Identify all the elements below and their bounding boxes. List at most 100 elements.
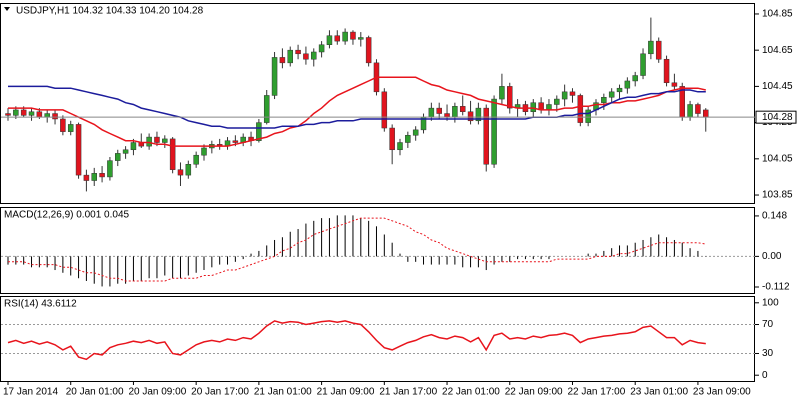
candle-body [303, 53, 309, 60]
x-tick-label: 22 Jan 09:00 [505, 387, 563, 398]
candle-body [624, 80, 631, 89]
candle-body [232, 140, 239, 143]
candle-body [130, 142, 137, 151]
candle-body [326, 35, 333, 45]
y-tick-label: 0 [762, 370, 768, 381]
y-tick-label: 70 [762, 319, 774, 330]
candle-body [83, 174, 90, 181]
candle-body [546, 104, 552, 111]
candle-body [358, 37, 364, 40]
rsi-panel [0, 296, 755, 382]
candle-body [5, 113, 11, 116]
candle-body [334, 35, 341, 42]
y-tick-label: 103.85 [762, 190, 793, 201]
candle-body [154, 136, 160, 143]
x-tick-label: 21 Jan 01:00 [254, 387, 312, 398]
header-arrow [4, 7, 10, 11]
y-tick-label: -0.112 [762, 282, 790, 293]
price-label: 104.28 [762, 112, 793, 123]
price-label-box [755, 110, 797, 124]
candle-body [52, 113, 58, 120]
candle-body [428, 107, 435, 118]
candle-body [452, 106, 458, 118]
candle-body [20, 109, 27, 116]
x-tick-label: 22 Jan 17:00 [567, 387, 625, 398]
candle-body [561, 91, 568, 100]
candle-body [177, 169, 184, 176]
candle-body [483, 107, 489, 165]
candle-body [412, 129, 419, 136]
price-panel [0, 3, 755, 204]
candle-body [640, 53, 646, 76]
y-tick-label: 104.85 [762, 9, 793, 20]
candle-body [569, 91, 576, 96]
candle-body [318, 44, 325, 53]
candle-body [60, 118, 66, 132]
candle-body [632, 75, 638, 82]
candle-body [703, 109, 709, 118]
candle-body [467, 111, 474, 122]
x-tick-label: 21 Jan 17:00 [379, 387, 437, 398]
candle-body [655, 40, 662, 60]
x-tick-label: 23 Jan 01:00 [630, 387, 688, 398]
candle-body [13, 109, 19, 116]
candle-body [271, 57, 278, 96]
candle-body [91, 173, 97, 181]
indicator-line [7, 320, 706, 361]
x-tick-label: 22 Jan 01:00 [442, 387, 500, 398]
x-tick-label: 23 Jan 09:00 [693, 387, 751, 398]
candle-body [687, 104, 693, 118]
candle-body [459, 106, 466, 112]
candle-body [671, 82, 678, 87]
x-tick-label: 20 Jan 01:00 [66, 387, 124, 398]
candle-body [475, 107, 482, 122]
candle-body [311, 51, 317, 60]
candle-body [263, 95, 270, 123]
y-tick-label: 0.148 [762, 211, 787, 222]
price-header: USDJPY,H1 104.32 104.33 104.20 104.28 [16, 6, 204, 17]
candle-body [99, 173, 105, 178]
candle-body [44, 113, 50, 118]
candle-body [185, 164, 192, 176]
moving-average [8, 76, 706, 147]
candle-body [193, 154, 199, 165]
candle-body [397, 142, 403, 151]
candle-body [295, 49, 301, 55]
y-tick-label: 30 [762, 348, 774, 359]
candle-body [585, 109, 591, 123]
candle-body [279, 57, 286, 64]
candle-body [616, 87, 623, 93]
candle-body [365, 37, 372, 64]
candle-body [36, 111, 43, 118]
candle-body [577, 95, 584, 123]
y-tick-label: 104.05 [762, 153, 793, 164]
candle-body [28, 111, 35, 116]
candle-body [695, 104, 701, 114]
candle-body [608, 91, 615, 98]
macd-panel [0, 207, 755, 294]
candle-body [663, 58, 670, 84]
y-tick-label: 100 [762, 297, 779, 308]
candle-body [169, 138, 176, 170]
x-tick-label: 20 Jan 09:00 [128, 387, 186, 398]
macd-header: MACD(12,26,9) 0.001 0.045 [4, 210, 130, 221]
candle-body [405, 135, 411, 143]
x-tick-label: 21 Jan 09:00 [317, 387, 375, 398]
candle-body [381, 91, 388, 129]
x-tick-label: 17 Jan 2014 [3, 387, 58, 398]
candle-body [122, 149, 129, 154]
candle-body [444, 113, 450, 118]
candle-body [146, 136, 152, 147]
candle-body [554, 98, 560, 105]
candle-body [530, 102, 537, 112]
rsi-header: RSI(14) 43.6112 [4, 299, 77, 310]
y-tick-label: 0.00 [762, 251, 782, 262]
candle-body [436, 107, 442, 114]
candle-body [287, 49, 293, 64]
candle-body [67, 124, 74, 132]
candle-body [389, 127, 395, 151]
y-tick-label: 104.45 [762, 81, 793, 92]
candle-body [115, 153, 121, 161]
